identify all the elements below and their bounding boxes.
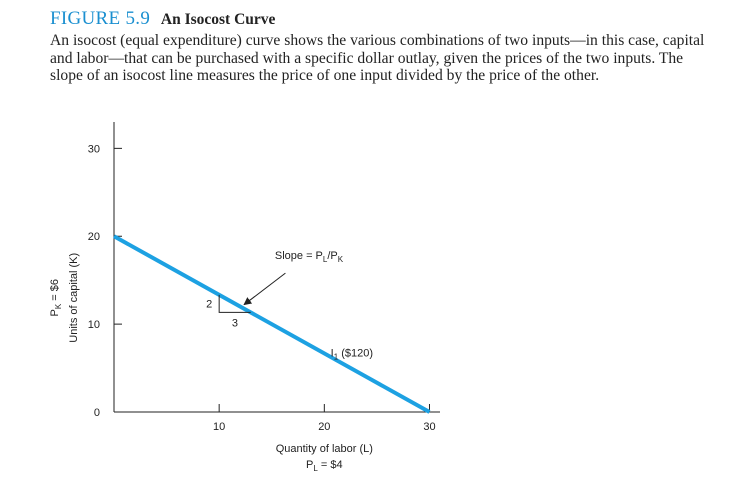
x-axis-ticks: 10 20 30	[213, 404, 436, 433]
y-axis-label: Units of capital (K)	[68, 253, 80, 343]
figure-number: FIGURE 5.9	[50, 8, 151, 29]
rise-label: 2	[206, 299, 212, 311]
y-axis-ticks: 0 10 20 30	[88, 143, 122, 419]
run-label: 3	[232, 317, 238, 329]
x-axis-price-note: PL = $4	[306, 459, 343, 473]
y-tick-label: 10	[88, 319, 100, 331]
y-tick-label: 20	[88, 231, 100, 243]
y-tick-label: 30	[88, 143, 100, 155]
figure-title: An Isocost Curve	[160, 11, 276, 28]
y-tick-label: 0	[94, 407, 100, 419]
figure-header: FIGURE 5.9 An Isocost Curve An isocost (…	[50, 8, 730, 85]
isocost-line	[113, 234, 431, 414]
x-tick-label: 10	[213, 421, 225, 433]
x-tick-label: 20	[318, 421, 330, 433]
x-axis-label: Quantity of labor (L)	[276, 443, 373, 455]
figure-heading: FIGURE 5.9 An Isocost Curve	[50, 8, 730, 30]
x-tick-label: 30	[423, 421, 435, 433]
slope-step	[218, 294, 251, 313]
figure-caption: An isocost (equal expenditure) curve sho…	[50, 32, 705, 85]
isocost-label: I1 ($120)	[331, 348, 373, 362]
slope-arrow	[243, 272, 286, 306]
y-axis-price-note: PK = $6	[49, 279, 63, 316]
slope-label: Slope = PL/PK	[275, 250, 344, 264]
